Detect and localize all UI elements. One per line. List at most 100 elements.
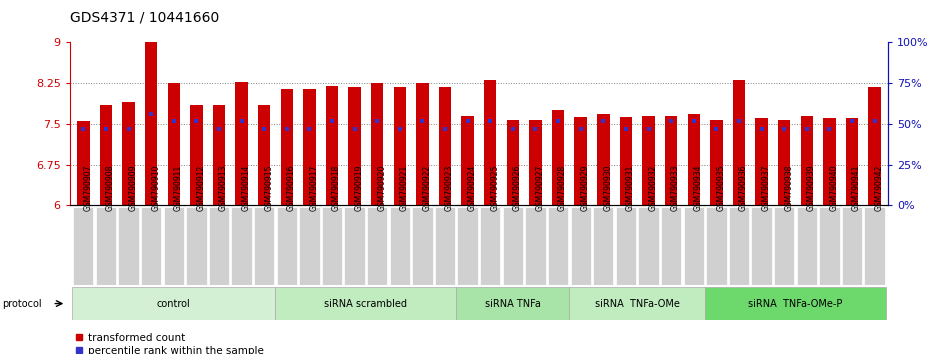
Bar [801, 116, 813, 205]
Bar [570, 207, 591, 285]
Text: GDS4371 / 10441660: GDS4371 / 10441660 [70, 11, 219, 25]
Text: GSM790936: GSM790936 [739, 165, 748, 211]
Bar [254, 207, 274, 285]
Text: GSM790907: GSM790907 [84, 165, 92, 211]
Bar [643, 116, 655, 205]
Text: GSM790942: GSM790942 [874, 165, 883, 211]
Bar [569, 287, 705, 320]
Bar [322, 207, 342, 285]
Bar [77, 121, 89, 205]
Bar [819, 207, 840, 285]
Text: GSM790912: GSM790912 [196, 165, 206, 211]
Text: GSM790922: GSM790922 [422, 165, 432, 211]
Text: GSM790927: GSM790927 [536, 165, 544, 211]
Bar [869, 87, 881, 205]
Bar [687, 114, 700, 205]
Bar [755, 119, 768, 205]
Bar [412, 207, 432, 285]
Bar [299, 207, 320, 285]
Bar [525, 207, 546, 285]
Text: siRNA  TNFa-OMe: siRNA TNFa-OMe [595, 298, 680, 309]
Bar [661, 207, 682, 285]
Text: GSM790911: GSM790911 [174, 165, 183, 211]
Text: GSM790929: GSM790929 [580, 165, 590, 211]
Text: GSM790932: GSM790932 [648, 165, 658, 211]
Bar [100, 105, 113, 205]
Text: GSM790915: GSM790915 [264, 165, 273, 211]
Text: GSM790909: GSM790909 [128, 165, 138, 211]
Bar [275, 287, 457, 320]
Bar [276, 207, 297, 285]
Bar [616, 207, 636, 285]
Bar [186, 207, 206, 285]
Bar [484, 80, 497, 205]
Bar [326, 86, 339, 205]
Text: GSM790923: GSM790923 [445, 165, 454, 211]
Bar [729, 207, 749, 285]
Bar [593, 207, 614, 285]
Bar [845, 119, 858, 205]
Bar [141, 207, 161, 285]
Bar [507, 120, 519, 205]
Text: control: control [157, 298, 191, 309]
Bar [439, 87, 451, 205]
Text: GSM790921: GSM790921 [400, 165, 409, 211]
Bar [597, 114, 609, 205]
Bar [705, 287, 886, 320]
Bar [480, 207, 500, 285]
Bar [458, 207, 478, 285]
Bar [303, 88, 315, 205]
Bar [96, 207, 116, 285]
Bar [164, 207, 184, 285]
Bar [864, 207, 884, 285]
Bar [751, 207, 772, 285]
Bar [774, 207, 794, 285]
Bar [235, 81, 247, 205]
Text: siRNA  TNFa-OMe-P: siRNA TNFa-OMe-P [749, 298, 843, 309]
Bar [209, 207, 229, 285]
Bar [706, 207, 726, 285]
Bar [575, 118, 587, 205]
Bar [684, 207, 704, 285]
Bar [258, 105, 271, 205]
Bar [435, 207, 455, 285]
Text: GSM790935: GSM790935 [716, 165, 725, 211]
Text: GSM790908: GSM790908 [106, 165, 115, 211]
Bar [232, 207, 252, 285]
Text: GSM790919: GSM790919 [354, 165, 364, 211]
Text: GSM790941: GSM790941 [852, 165, 861, 211]
Bar [213, 105, 225, 205]
Bar [548, 207, 568, 285]
Bar [823, 119, 835, 205]
Text: GSM790939: GSM790939 [806, 165, 816, 211]
Text: GSM790926: GSM790926 [512, 165, 522, 211]
Bar [118, 207, 139, 285]
Text: GSM790940: GSM790940 [830, 165, 838, 211]
Text: GSM790937: GSM790937 [762, 165, 771, 211]
Text: GSM790910: GSM790910 [152, 165, 160, 211]
Bar [190, 105, 203, 205]
Bar [281, 88, 293, 205]
Text: GSM790930: GSM790930 [604, 165, 612, 211]
Bar [145, 0, 157, 205]
Bar [711, 120, 723, 205]
Text: GSM790938: GSM790938 [784, 165, 793, 211]
Bar [777, 120, 790, 205]
Bar [461, 116, 474, 205]
Bar [842, 207, 862, 285]
Bar [73, 207, 94, 285]
Bar [371, 83, 383, 205]
Text: GSM790917: GSM790917 [310, 165, 318, 211]
Bar [167, 83, 180, 205]
Bar [457, 287, 569, 320]
Bar [123, 102, 135, 205]
Text: siRNA TNFa: siRNA TNFa [485, 298, 541, 309]
Text: GSM790920: GSM790920 [378, 165, 386, 211]
Bar [797, 207, 817, 285]
Text: siRNA scrambled: siRNA scrambled [325, 298, 407, 309]
Text: GSM790931: GSM790931 [626, 165, 635, 211]
Bar [638, 207, 658, 285]
Bar [390, 207, 410, 285]
Text: GSM790916: GSM790916 [286, 165, 296, 211]
Bar [393, 87, 406, 205]
